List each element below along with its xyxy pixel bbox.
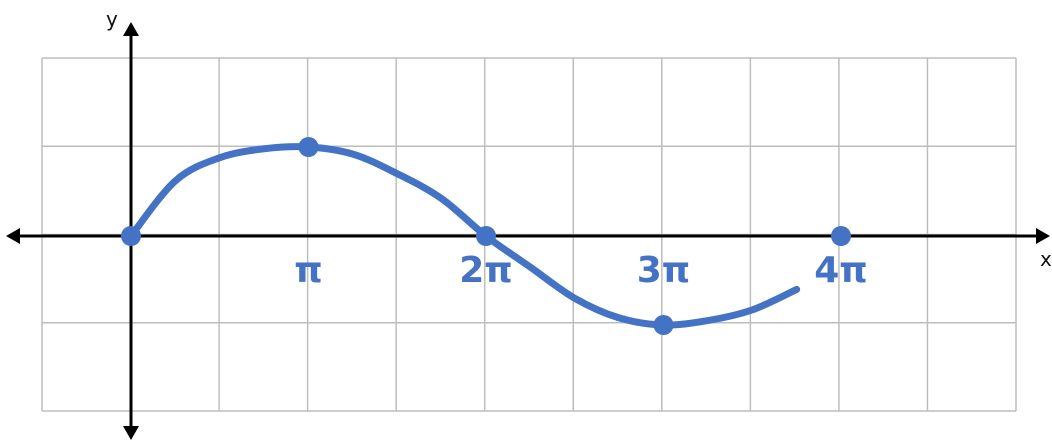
x-tick-label: 3π [637,250,691,291]
x-tick-label: 2π [459,250,513,291]
x-axis-left-arrow [6,228,20,244]
y-axis-label: y [106,7,118,31]
x-tick-labels: π 2π 3π 4π [294,250,868,291]
curve-point [476,226,496,246]
x-tick-label: π [294,250,322,291]
curve-point [831,226,851,246]
axes: y x [6,7,1052,440]
grid [41,57,1017,412]
curve-point [653,315,674,335]
x-tick-label: 4π [814,250,868,291]
curve-point [121,226,141,246]
curve [127,143,801,329]
sine-curve [127,143,801,329]
y-axis-top-arrow [123,22,139,36]
y-axis-bottom-arrow [123,426,139,440]
x-axis-label: x [1040,247,1052,271]
curve-point [298,137,319,157]
x-axis-right-arrow [1036,228,1050,244]
points [121,137,851,335]
